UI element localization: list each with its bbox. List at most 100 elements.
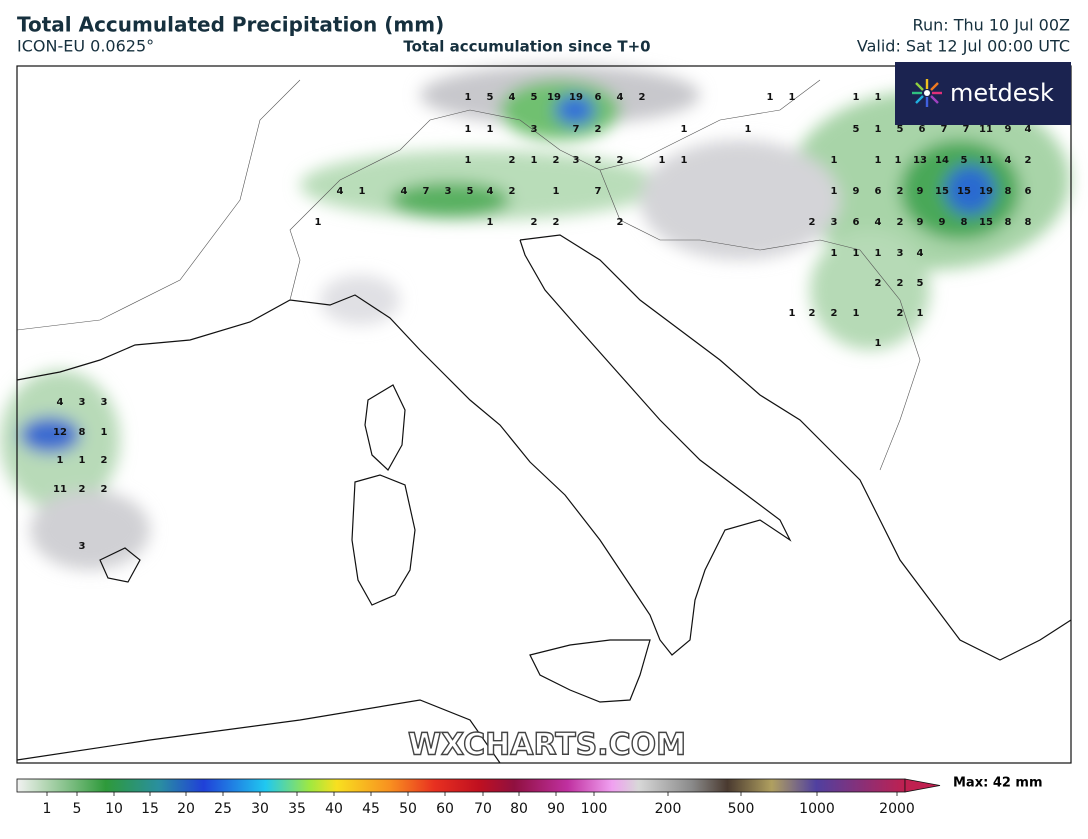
precip-label: 2 [595,124,602,135]
colorbar: 1 5 10 15 20 25 30 35 40 45 50 60 70 80 90 100 200 500 100… [16,776,1043,817]
precip-label: 4 [917,248,924,259]
precip-label: 2 [101,484,108,495]
colorbar-tick-label: 35 [288,801,306,817]
precip-label: 2 [1025,155,1032,166]
precip-label: 7 [595,186,602,197]
watermark: WXCHARTS.COM [408,728,686,763]
colorbar-extend [904,778,941,793]
colorbar-tick-label: 80 [510,801,528,817]
precip-label: 8 [961,217,968,228]
colorbar-tick-label: 45 [362,801,380,817]
precip-label: 2 [509,186,516,197]
precip-label: 2 [617,155,624,166]
precip-label: 1 [465,124,472,135]
precip-label: 1 [359,186,366,197]
precip-label: 5 [897,124,904,135]
precip-label: 9 [939,217,946,228]
precip-label: 1 [875,155,882,166]
colorbar-tick-label: 25 [214,801,232,817]
precip-label: 4 [487,186,494,197]
precip-label: 1 [315,217,322,228]
precip-label: 2 [897,308,904,319]
colorbar-tick-label: 1 [43,801,52,817]
precip-label: 2 [509,155,516,166]
precip-label: 4 [509,92,516,103]
precip-label: 7 [963,124,970,135]
precip-label: 4 [875,217,882,228]
precip-label: 1 [895,155,902,166]
colorbar-tick-label: 50 [399,801,417,817]
precip-label: 2 [553,217,560,228]
precip-label: 13 [913,155,927,166]
colorbar-tick-label: 30 [251,801,269,817]
borders [16,79,921,471]
precip-label: 2 [897,186,904,197]
precip-label: 2 [553,155,560,166]
precip-label: 6 [1025,186,1032,197]
colorbar-tick-label: 90 [547,801,565,817]
precip-label: 1 [79,455,86,466]
map-frame [16,65,1072,764]
precip-label: 1 [487,217,494,228]
precip-label: 1 [853,248,860,259]
colorbar-tick-label: 70 [474,801,492,817]
precip-label: 3 [897,248,904,259]
colorbar-tick-label: 100 [581,801,608,817]
precip-label: 1 [659,155,666,166]
valid-time: Valid: Sat 12 Jul 00:00 UTC [857,37,1070,56]
precip-label: 4 [617,92,624,103]
precip-label: 5 [487,92,494,103]
colorbar-tick-label: 2000 [879,801,915,817]
precip-label: 4 [401,186,408,197]
precip-label: 2 [101,455,108,466]
precip-label: 1 [553,186,560,197]
precip-label: 5 [531,92,538,103]
precip-label: 9 [917,217,924,228]
colorbar-ticks: 1 5 10 15 20 25 30 35 40 45 50 60 70 80 90 100 200 500 100… [43,792,915,817]
run-time: Run: Thu 10 Jul 00Z [913,16,1070,35]
precip-label: 1 [57,455,64,466]
precip-label: 8 [1005,186,1012,197]
precip-label: 3 [101,397,108,408]
precip-label: 3 [573,155,580,166]
precip-label: 11 [979,155,993,166]
precip-label: 6 [919,124,926,135]
precip-label: 1 [789,92,796,103]
precip-label: 3 [831,217,838,228]
precip-label: 2 [897,217,904,228]
max-label: Max: 42 mm [953,776,1043,791]
title: Total Accumulated Precipitation (mm) [17,13,444,37]
precip-label: 1 [853,92,860,103]
precip-label: 1 [465,92,472,103]
precip-label: 3 [79,541,86,552]
colorbar-tick-label: 200 [655,801,682,817]
precip-label: 19 [569,92,583,103]
colorbar-tick-label: 15 [141,801,159,817]
subtitle: Total accumulation since T+0 [403,38,650,56]
precip-label: 1 [831,248,838,259]
precip-label: 19 [979,186,993,197]
precip-label: 1 [681,155,688,166]
colorbar-tick-label: 20 [177,801,195,817]
precip-label: 1 [917,308,924,319]
precip-label: 7 [941,124,948,135]
colorbar-tick-label: 60 [436,801,454,817]
precip-label: 3 [79,397,86,408]
coastlines [16,234,1072,764]
precip-label: 2 [809,217,816,228]
precip-label: 5 [467,186,474,197]
precip-label: 2 [809,308,816,319]
precip-label: 8 [1025,217,1032,228]
colorbar-ramp [16,778,906,793]
precip-label: 2 [595,155,602,166]
precip-label: 4 [1005,155,1012,166]
precip-label: 4 [1025,124,1032,135]
precip-label: 1 [853,308,860,319]
precip-label: 9 [853,186,860,197]
precip-label: 5 [917,278,924,289]
precip-label: 2 [639,92,646,103]
precip-label: 3 [531,124,538,135]
precip-label: 8 [79,427,86,438]
